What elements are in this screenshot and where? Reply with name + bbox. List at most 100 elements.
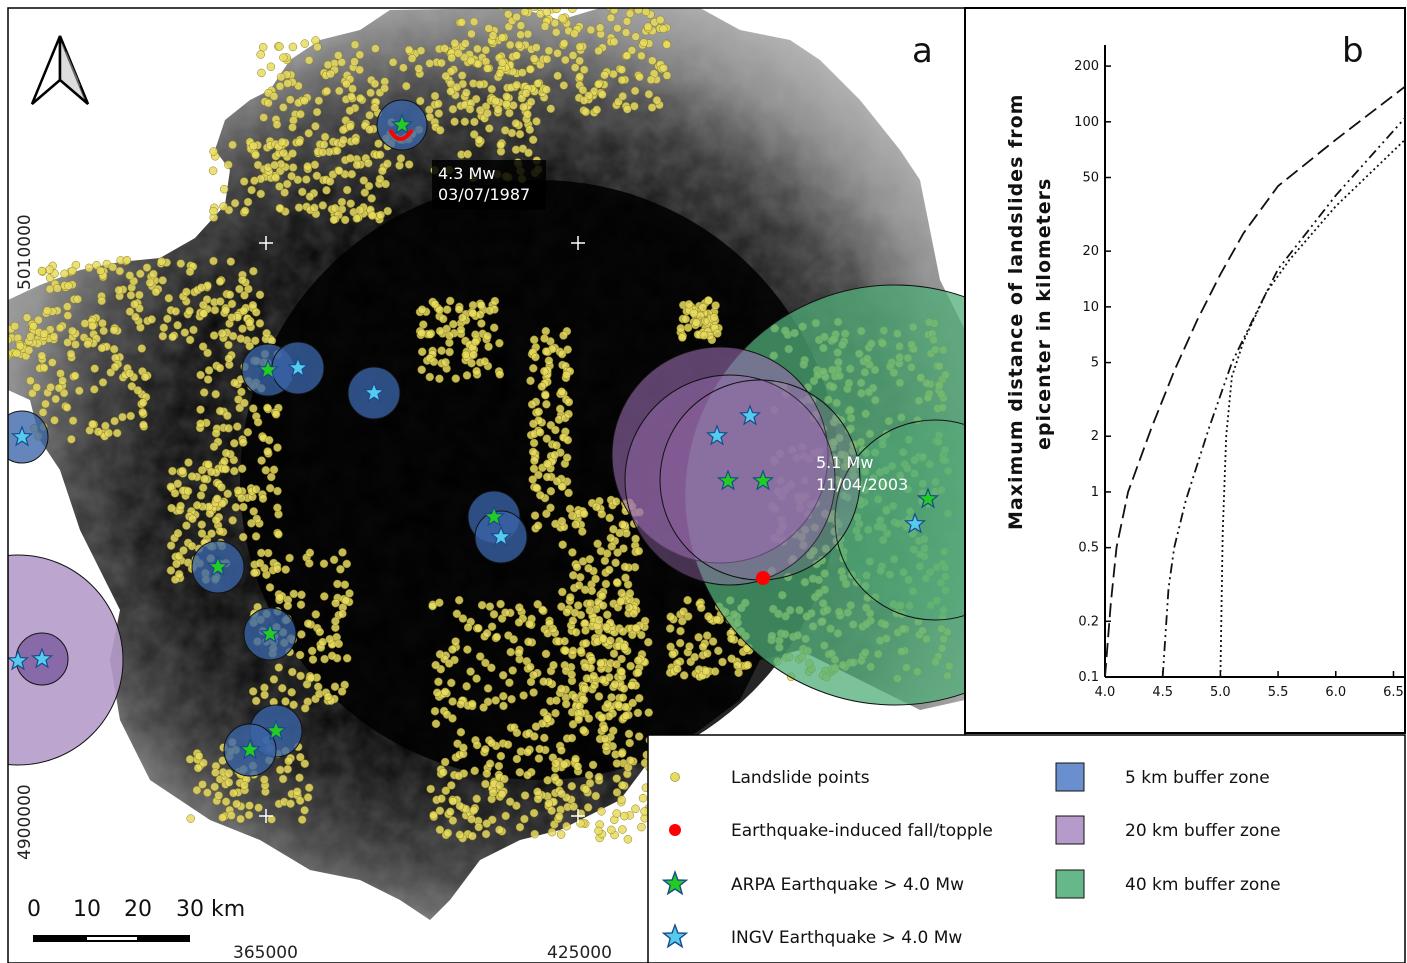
landslide-point [474,135,484,145]
landslide-point [560,636,569,646]
landslide-point [558,540,567,549]
landslide-point [334,166,344,175]
event-magnitude-2003: 5.1 Mw [816,453,873,472]
landslide-point [359,176,369,185]
landslide-point [264,435,274,445]
landslide-point [666,612,675,622]
landslide-point [217,329,227,338]
landslide-point [610,680,620,689]
landslide-point [530,732,539,741]
landslide-point [530,829,539,839]
landslide-point [67,435,76,444]
arpa-earthquake-star-icon [238,738,262,760]
landslide-point [447,53,456,63]
landslide-point [483,684,493,693]
scalebar-label-10: 10 [73,897,101,922]
graph-series-dashed [1104,85,1405,678]
landslide-point [336,565,345,574]
landslide-point [480,357,489,366]
landslide-point [633,668,643,677]
landslide-point [0,327,6,335]
landslide-point [88,321,97,331]
landslide-point [334,639,344,649]
landslide-point [638,793,648,803]
landslide-point [711,301,720,310]
landslide-point [541,326,551,336]
landslide-point [597,509,607,519]
landslide-point [512,80,522,90]
landslide-point [197,520,207,529]
landslide-point [552,696,561,705]
landslide-point [618,781,627,790]
ingv-earthquake-star-icon [362,381,386,403]
landslide-point [727,634,736,643]
landslide-point [133,386,143,395]
landslide-point [698,303,708,312]
landslide-point [157,257,166,266]
landslide-point [303,162,312,171]
landslide-point [45,284,55,294]
legend-label: ARPA Earthquake > 4.0 Mw [731,875,964,895]
landslide-point [256,50,265,59]
landslide-point [257,548,266,558]
landslide-point [523,747,532,757]
landslide-point [477,600,487,610]
landslide-point [529,54,539,63]
landslide-point [526,97,536,107]
landslide-point [112,428,122,438]
landslide-point [8,319,9,325]
landslide-point [209,442,219,451]
landslide-point [602,549,612,558]
landslide-point [514,618,524,627]
landslide-point [621,711,631,721]
landslide-point [523,770,532,780]
landslide-point [621,573,630,583]
landslide-point [185,335,195,345]
landslide-point [571,628,581,637]
landslide-point [506,647,515,657]
map-panel: 4.3 Mw 03/07/1987 5.1 Mw 11/04/2003 a 0 … [0,8,965,963]
landslide-point [477,319,486,328]
landslide-point [485,759,495,768]
landslide-point [534,754,544,763]
landslide-point [402,81,411,91]
landslide-point [683,612,693,621]
landslide-point [518,68,527,77]
landslide-point [475,80,485,89]
panel-b-letter: b [1342,31,1364,71]
scalebar-label-20: 20 [124,897,152,922]
landslide-point [512,12,521,22]
landslide-point [138,408,147,417]
landslide-point [528,135,538,145]
landslide-point [580,585,590,595]
landslide-point [240,206,250,216]
landslide-point [459,743,468,753]
landslide-point [63,302,72,311]
event-label-2003: 5.1 Mw 11/04/2003 [816,453,908,494]
landslide-point [346,154,355,163]
landslide-point [308,655,318,664]
landslide-point [482,819,491,828]
landslide-point [258,494,268,503]
landslide-point [197,283,206,292]
earthquake-stars-layer [8,113,940,760]
landslide-point [625,589,635,598]
landslide-point [581,785,591,794]
arpa-earthquake-star-icon [482,505,506,527]
landslide-point [253,417,263,427]
landslide-point [457,18,467,27]
landslide-point [484,342,493,351]
landslide-point [502,92,511,101]
landslide-point [733,661,742,670]
landslide-point [303,619,313,628]
landslide-point [233,486,243,495]
landslide-point [704,612,713,621]
landslide-point [142,263,152,272]
landslide-point [596,658,605,668]
landslide-point [529,438,539,448]
landslide-point [330,203,340,213]
landslide-point [236,334,246,343]
landslide-point [564,409,573,419]
landslide-point [24,345,34,355]
landslide-point [266,62,276,72]
